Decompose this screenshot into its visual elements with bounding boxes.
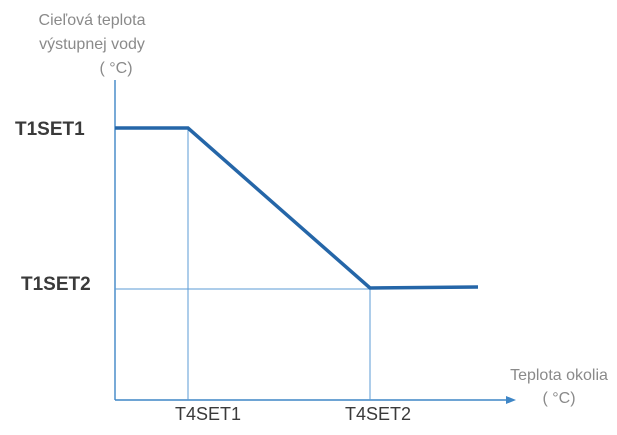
x-axis-title-line: Teplota okolia: [510, 367, 608, 384]
y-axis-title-line: ( °C): [99, 60, 132, 77]
x-axis-arrow: [506, 396, 516, 404]
y-axis-title-line: výstupnej vody: [39, 36, 145, 53]
x-tick-label: T4SET2: [345, 404, 411, 424]
series-line: [115, 126, 479, 290]
y-axis-title-line: Cieľová teplota: [39, 12, 146, 29]
y-tick-label: T1SET2: [21, 274, 91, 295]
y-tick-label: T1SET1: [15, 119, 85, 140]
x-tick-label: T4SET1: [175, 404, 241, 424]
x-axis-title-line: ( °C): [542, 390, 575, 407]
